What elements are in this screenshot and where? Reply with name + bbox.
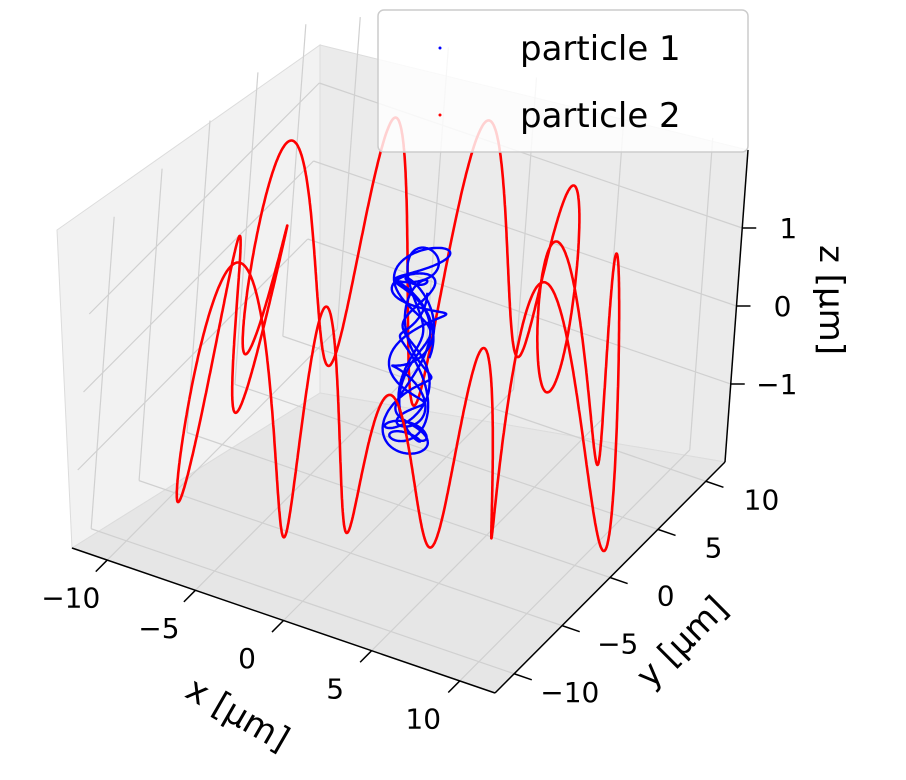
gridline-rightwall-z xyxy=(313,160,737,307)
legend-marker-particle-2 xyxy=(438,113,442,117)
x-tick xyxy=(183,589,196,603)
legend-label-particle-2: particle 2 xyxy=(520,96,681,136)
y-tick xyxy=(513,673,533,681)
gridline-floor-y xyxy=(138,480,563,627)
y-tick xyxy=(705,480,724,489)
gridline-backwall-z xyxy=(83,160,314,393)
x-axis-label: x [μm] xyxy=(179,669,296,760)
series-particle-1 xyxy=(381,246,452,455)
y-tick xyxy=(561,624,580,633)
y-axis-label: y [μm] xyxy=(628,588,736,696)
series-particle-2-back xyxy=(175,116,581,504)
grid-lines xyxy=(77,17,743,682)
y-tick-label: −10 xyxy=(540,676,599,709)
y-tick-label: 5 xyxy=(705,531,723,564)
gridline-backwall-z xyxy=(88,82,320,315)
x-tick-label: 0 xyxy=(238,642,256,675)
gridline-floor-y xyxy=(282,335,707,482)
z-tick-label: 0 xyxy=(774,290,792,323)
y-tick-label: −5 xyxy=(597,628,638,661)
gridline-rightwall-z xyxy=(307,238,731,385)
x-tick xyxy=(359,650,373,663)
x-tick xyxy=(447,680,461,693)
x-tick-label: −5 xyxy=(138,612,179,645)
trajectory-particle-2-back xyxy=(175,116,581,504)
trajectory-particle-2-front xyxy=(188,252,621,553)
x-tick-label: 5 xyxy=(326,672,344,705)
y-tick xyxy=(609,576,628,585)
gridline-backwall-z xyxy=(77,238,309,471)
x-tick xyxy=(271,619,285,633)
z-axis-label: z [μm] xyxy=(811,245,851,355)
trajectory-particle-1 xyxy=(381,246,452,455)
y-tick xyxy=(657,528,676,537)
x-tick-label: −10 xyxy=(41,582,100,615)
y-tick-label: 10 xyxy=(744,483,780,516)
gridline-floor-y xyxy=(234,383,659,530)
legend-label-particle-1: particle 1 xyxy=(520,29,681,69)
x-tick-label: 10 xyxy=(405,702,441,735)
y-tick-label: 0 xyxy=(657,580,675,613)
tick-marks xyxy=(95,227,757,693)
legend-marker-particle-1 xyxy=(438,46,442,50)
series-particle-2-front xyxy=(188,252,621,553)
x-tick xyxy=(95,559,108,573)
legend: particle 1 particle 2 xyxy=(377,9,749,153)
z-tick-label: 1 xyxy=(779,212,797,245)
z-tick-label: −1 xyxy=(756,368,797,401)
gridline-floor-y xyxy=(90,528,515,675)
gridline-floor-y xyxy=(186,431,611,579)
legend-box xyxy=(377,9,749,153)
